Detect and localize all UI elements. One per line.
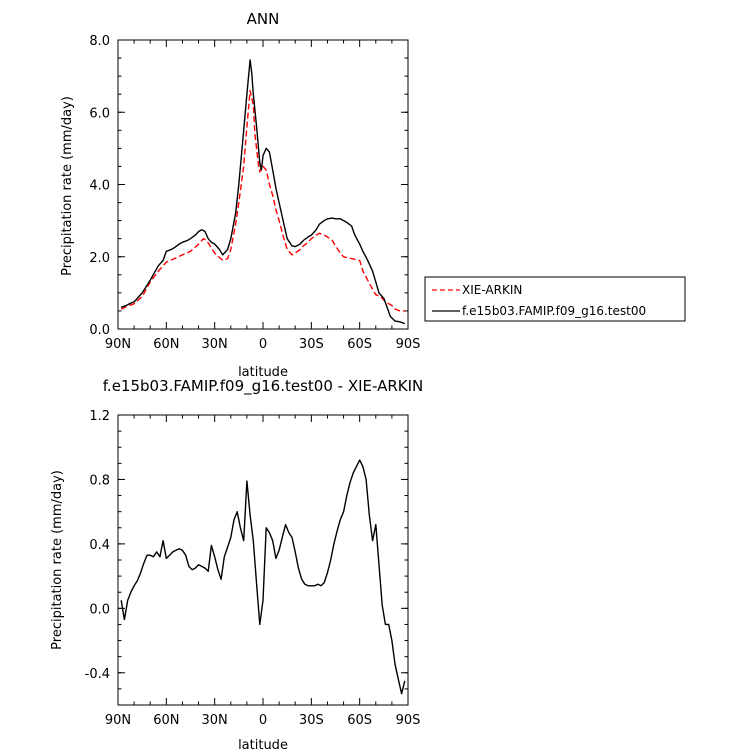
y-tick-label: 0.8 (89, 473, 110, 488)
x-tick-label: 90N (105, 713, 131, 728)
y-tick-label: 4.0 (89, 179, 110, 194)
x-axis: 90N 60N 30N 0 30S 60S 90S (105, 40, 421, 352)
y-tick-label: 2.0 (89, 251, 110, 266)
series-line-xie-arkin (120, 89, 405, 312)
x-tick-label: 0 (259, 337, 267, 352)
y-tick-label: 0.0 (89, 323, 110, 338)
x-tick-label: 0 (259, 713, 267, 728)
legend-box (424, 276, 686, 322)
mean-precipitation-panel: ANN 90N 60N 30N 0 30S 60S 90S 0.02.04.06.08.0 … (60, 10, 420, 380)
x-tick-label: 90S (396, 713, 421, 728)
x-tick-label: 60N (153, 337, 179, 352)
x-tick-label: 30S (299, 337, 324, 352)
x-tick-label: 30N (202, 337, 228, 352)
x-axis: 90N 60N 30N 0 30S 60S 90S (105, 415, 421, 728)
legend-label-xie-arkin: XIE-ARKIN (462, 283, 522, 297)
x-tick-label: 90S (396, 337, 421, 352)
y-tick-label: 0.0 (89, 602, 110, 617)
x-tick-label: 60S (347, 337, 372, 352)
difference-panel: f.e15b03.FAMIP.f09_g16.test00 - XIE-ARKI… (50, 377, 423, 753)
y-tick-label: 1.2 (89, 409, 110, 424)
legend-label-model: f.e15b03.FAMIP.f09_g16.test00 (462, 304, 646, 318)
y-axis: 0.0 2.0 4.0 6.0 8.0 (89, 34, 408, 338)
series-line-difference (120, 459, 406, 695)
chart-title: f.e15b03.FAMIP.f09_g16.test00 - XIE-ARKI… (103, 377, 424, 396)
x-tick-label: 90N (105, 337, 131, 352)
plot-frame (117, 39, 409, 330)
plot-series (120, 459, 406, 695)
series-line-f-e15b03-famip-f09-g16-test00 (120, 59, 406, 325)
y-axis: -0.4 0.0 0.4 0.8 1.2 (85, 409, 408, 706)
y-tick-label: -0.4 (85, 667, 110, 682)
chart-title: ANN (247, 10, 280, 28)
y-axis-label: Precipitation rate (mm/day) (50, 470, 65, 650)
legend: XIE-ARKIN f.e15b03.FAMIP.f09_g16.test00 (424, 276, 686, 322)
y-tick-label: 8.0 (89, 34, 110, 49)
x-axis-label: latitude (238, 738, 288, 753)
x-axis-label: latitude (238, 365, 288, 380)
plot-frame (117, 414, 409, 706)
x-tick-label: 30S (299, 713, 324, 728)
x-tick-label: 30N (202, 713, 228, 728)
plot-series (120, 59, 406, 325)
x-tick-label: 60S (347, 713, 372, 728)
y-tick-label: 0.4 (89, 538, 110, 553)
x-tick-label: 60N (153, 713, 179, 728)
y-tick-label: 6.0 (89, 106, 110, 121)
y-axis-label: Precipitation rate (mm/day) (60, 96, 75, 276)
